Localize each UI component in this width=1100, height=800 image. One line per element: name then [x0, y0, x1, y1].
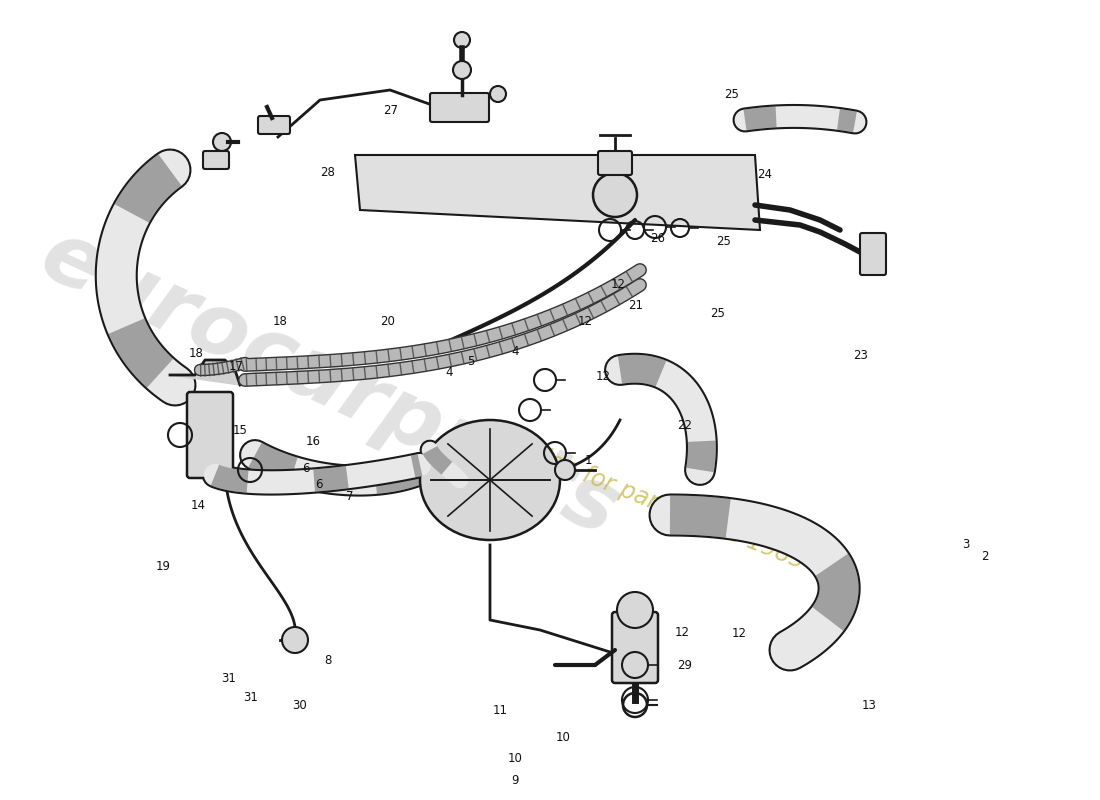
Text: 1: 1	[585, 454, 592, 466]
Text: 24: 24	[757, 168, 772, 181]
Text: 23: 23	[852, 350, 868, 362]
Text: 26: 26	[650, 232, 666, 245]
Text: 30: 30	[292, 699, 307, 712]
Text: 5: 5	[468, 355, 474, 368]
FancyBboxPatch shape	[258, 116, 290, 134]
Text: 21: 21	[628, 299, 643, 312]
Text: 4: 4	[512, 346, 518, 358]
Text: a passion for parts since 1985: a passion for parts since 1985	[469, 418, 807, 574]
Text: 2: 2	[981, 550, 988, 562]
Text: 13: 13	[861, 699, 877, 712]
Circle shape	[282, 627, 308, 653]
Circle shape	[617, 592, 653, 628]
Text: 15: 15	[232, 424, 248, 437]
Circle shape	[454, 32, 470, 48]
Text: 12: 12	[732, 627, 747, 640]
FancyBboxPatch shape	[430, 93, 490, 122]
Text: 10: 10	[507, 752, 522, 765]
Text: 25: 25	[724, 88, 739, 101]
Text: 20: 20	[379, 315, 395, 328]
Text: 31: 31	[243, 691, 258, 704]
FancyBboxPatch shape	[598, 151, 632, 175]
Circle shape	[593, 173, 637, 217]
FancyBboxPatch shape	[187, 392, 233, 478]
Ellipse shape	[420, 420, 560, 540]
Text: 12: 12	[578, 315, 593, 328]
Text: 6: 6	[316, 478, 322, 490]
Polygon shape	[170, 360, 240, 385]
Text: 6: 6	[302, 462, 309, 474]
Circle shape	[213, 133, 231, 151]
Text: 31: 31	[221, 672, 236, 685]
Polygon shape	[355, 155, 760, 230]
Text: 27: 27	[383, 104, 398, 117]
FancyBboxPatch shape	[860, 233, 886, 275]
Text: 4: 4	[446, 366, 452, 378]
Text: 16: 16	[306, 435, 321, 448]
Text: 11: 11	[493, 704, 508, 717]
Circle shape	[490, 86, 506, 102]
Circle shape	[453, 61, 471, 79]
Text: 7: 7	[346, 490, 353, 502]
FancyBboxPatch shape	[204, 151, 229, 169]
Text: 9: 9	[512, 774, 518, 786]
Text: 12: 12	[595, 370, 610, 382]
Text: 28: 28	[320, 166, 336, 178]
Text: 12: 12	[610, 278, 626, 290]
Text: 29: 29	[676, 659, 692, 672]
Text: eurocarparts: eurocarparts	[29, 214, 631, 554]
Text: 12: 12	[674, 626, 690, 638]
Circle shape	[556, 460, 575, 480]
Text: 22: 22	[676, 419, 692, 432]
Text: 19: 19	[155, 560, 170, 573]
FancyBboxPatch shape	[612, 612, 658, 683]
Text: 14: 14	[190, 499, 206, 512]
Text: 25: 25	[716, 235, 732, 248]
Text: 17: 17	[229, 360, 244, 373]
Text: 18: 18	[188, 347, 204, 360]
Text: 10: 10	[556, 731, 571, 744]
Text: 8: 8	[324, 654, 331, 666]
Text: 3: 3	[962, 538, 969, 550]
Text: 25: 25	[710, 307, 725, 320]
Text: 18: 18	[273, 315, 288, 328]
